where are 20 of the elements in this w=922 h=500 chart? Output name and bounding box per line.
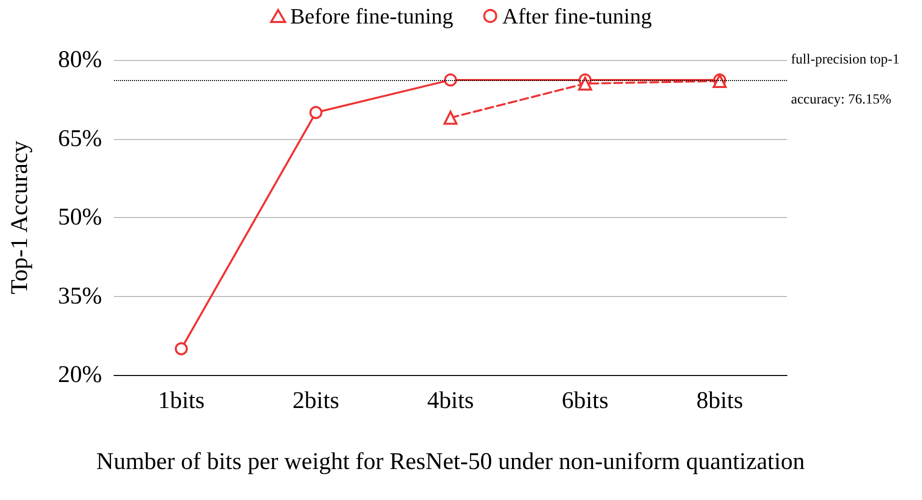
- legend-label: After fine-tuning: [502, 4, 652, 28]
- y-tick-label: 50%: [58, 204, 102, 230]
- point: [174, 342, 188, 356]
- point: [444, 110, 458, 125]
- y-tick-label: 20%: [58, 362, 102, 388]
- x-tick-label: 1bits: [158, 388, 205, 414]
- point: [578, 76, 592, 91]
- x-axis-title: Number of bits per weight for ResNet-50 under non-uniform quantization: [96, 449, 805, 475]
- y-axis-title: Top-1 Accuracy: [7, 140, 33, 294]
- x-tick-label: 6bits: [562, 388, 608, 414]
- text: full-precision top-1 accuracy: 76.15%: [791, 52, 900, 108]
- point: [309, 106, 322, 119]
- y-tick-label: 65%: [58, 126, 102, 152]
- x-tick-label: 2bits: [292, 388, 340, 414]
- legend-label: Before fine-tuning: [290, 4, 454, 28]
- x-tick-label: 8bits: [696, 388, 744, 414]
- x-tick-label: 4bits: [427, 388, 474, 414]
- point: [444, 73, 457, 86]
- y-tick-label: 80%: [58, 47, 102, 73]
- y-tick-label: 35%: [58, 283, 102, 310]
